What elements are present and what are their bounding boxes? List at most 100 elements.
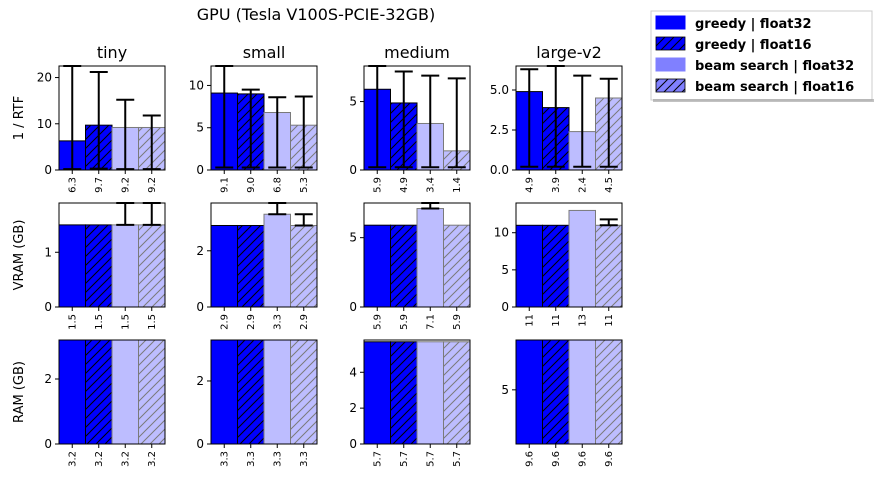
chart-panel: 0 2 4 5.7 5.7 5.7 5.7	[349, 339, 471, 467]
bar-hatch	[443, 341, 470, 444]
bar	[263, 339, 291, 445]
bar-value-label: 5.9	[452, 314, 463, 330]
bar-value-label: 1.5	[67, 314, 78, 330]
bar	[416, 341, 444, 445]
y-tick-label: 2.5	[490, 123, 509, 137]
panel-title: medium	[384, 43, 450, 62]
bar	[568, 209, 596, 308]
axes-frame	[363, 65, 471, 171]
bar-value-label: 4.5	[604, 177, 615, 193]
legend-entry-beam-float16: beam search | float16	[655, 78, 854, 95]
y-axis-label: 1 / RTF	[12, 96, 27, 140]
bar-value-label: 3.3	[246, 451, 257, 467]
bar-value-label: 3.3	[272, 451, 283, 467]
bar-hatch	[542, 225, 569, 307]
bar-value-label: 3.3	[299, 451, 310, 467]
bar-value-label: 2.4	[577, 177, 588, 193]
bar-value-label: 11	[524, 314, 535, 327]
bar-value-label: 9.6	[604, 451, 615, 467]
bar-value-label: 4.9	[524, 177, 535, 193]
chart-panel: 0 5 10 9.1 9.0 6.8 5.3 small	[189, 43, 318, 193]
bar-hatch	[290, 340, 317, 444]
bar	[210, 339, 238, 445]
panel-title: large-v2	[536, 43, 602, 62]
bar-value-label: 13	[577, 314, 588, 327]
axes-frame	[58, 65, 166, 171]
chart-panel: 0 1 1.5 1.5 1.5 1.5 VRAM (GB)	[12, 202, 166, 330]
figure-suptitle: GPU (Tesla V100S-PCIE-32GB)	[197, 5, 435, 24]
y-tick-label: 2	[349, 401, 357, 415]
bar-hatch	[290, 225, 317, 307]
bar-value-label: 1.4	[452, 177, 463, 193]
bar-value-label: 2.9	[299, 314, 310, 330]
y-tick-label: 0	[196, 300, 204, 314]
y-tick-label: 5	[501, 263, 509, 277]
bar	[363, 224, 391, 308]
legend-label: beam search | float32	[695, 59, 854, 74]
bar-value-label: 3.4	[425, 177, 436, 193]
bar-value-label: 9.1	[219, 177, 230, 193]
bar-value-label: 9.7	[94, 177, 105, 193]
bar-value-label: 7.1	[425, 314, 436, 330]
bar-hatch	[390, 225, 417, 307]
bar-hatch	[595, 340, 622, 444]
bar-value-label: 5.7	[425, 451, 436, 467]
bar	[363, 341, 391, 445]
bar-value-label: 3.2	[120, 451, 131, 467]
bar-value-label: 5.9	[372, 314, 383, 330]
y-tick-label: 0	[196, 437, 204, 451]
axes-frame	[58, 339, 166, 445]
y-tick-label: 0	[44, 300, 52, 314]
chart-panel: 0 2 3.2 3.2 3.2 3.2 RAM (GB)	[12, 339, 166, 467]
bar-value-label: 3.2	[94, 451, 105, 467]
bar-value-label: 6.8	[272, 177, 283, 193]
bar-hatch	[237, 225, 264, 307]
y-axis-label: RAM (GB)	[12, 361, 27, 423]
bar-value-label: 2.9	[219, 314, 230, 330]
bar-hatch	[595, 225, 622, 307]
bar-value-label: 1.5	[120, 314, 131, 330]
bar-hatch	[443, 225, 470, 307]
bar-hatch	[542, 340, 569, 444]
panel-title: small	[243, 43, 286, 62]
chart-panel: 5 9.6 9.6 9.6 9.6	[501, 339, 623, 467]
y-axis-label: VRAM (GB)	[12, 220, 27, 291]
chart-panel: 0 5 5.9 5.9 7.1 5.9	[349, 202, 471, 330]
y-tick-label: 5	[196, 121, 204, 135]
y-tick-label: 0	[44, 437, 52, 451]
bar	[515, 224, 543, 308]
bar-hatch	[138, 340, 165, 444]
bar-hatch	[390, 341, 417, 444]
panel-title: tiny	[97, 43, 127, 62]
axes-frame	[363, 339, 471, 445]
chart-panel: 0 2 3.3 3.3 3.3 3.3	[196, 339, 318, 467]
bar	[263, 213, 291, 308]
bar-hatch	[85, 340, 112, 444]
bar-value-label: 5.9	[399, 314, 410, 330]
legend-entry-greedy-float32: greedy | float32	[655, 15, 812, 32]
legend-entry-beam-float32: beam search | float32	[655, 57, 854, 74]
bar-value-label: 9.6	[577, 451, 588, 467]
y-tick-label: 0	[349, 300, 357, 314]
bar-value-label: 3.2	[67, 451, 78, 467]
legend: greedy | float32 greedy | float16 beam s…	[650, 10, 874, 102]
y-tick-label: 0	[349, 163, 357, 177]
y-tick-label: 1	[44, 245, 52, 259]
y-tick-label: 0	[44, 163, 52, 177]
bar-value-label: 3.9	[551, 177, 562, 193]
axes-frame	[210, 65, 318, 171]
y-tick-label: 2	[196, 374, 204, 388]
axes-frame	[363, 202, 471, 308]
legend-shadow	[653, 99, 874, 102]
legend-swatch	[655, 57, 686, 72]
y-tick-label: 10	[494, 226, 509, 240]
y-tick-label: 5	[349, 231, 357, 245]
y-tick-label: 0	[501, 300, 509, 314]
axes-frame	[515, 202, 623, 308]
bar-value-label: 11	[604, 314, 615, 327]
y-tick-label: 2	[44, 372, 52, 386]
legend-entry-greedy-float16: greedy | float16	[655, 36, 812, 53]
axes-frame	[515, 65, 623, 171]
y-tick-label: 0	[349, 437, 357, 451]
